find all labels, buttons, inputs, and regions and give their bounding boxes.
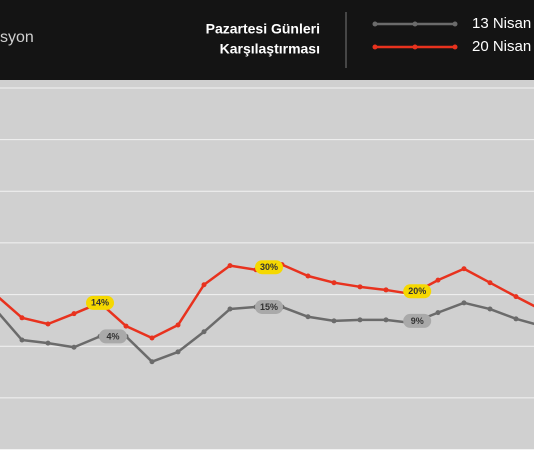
data-point [149,335,155,341]
annotation-pill [403,313,432,328]
data-point [487,280,493,286]
data-point [487,306,493,312]
data-point [513,294,519,300]
annotation-text: 30% [260,262,278,272]
legend-label: 13 Nisan [472,15,531,32]
annotation-pill [403,284,432,299]
annotation-pill [255,260,283,275]
data-point [19,337,25,343]
annotation-text: 20% [408,286,426,296]
legend-label: 20 Nisan [472,38,531,55]
data-point [227,263,233,269]
legend-dot [452,44,458,50]
data-point [435,277,441,283]
data-point [383,287,389,293]
data-point [331,280,337,286]
legend-dot [412,21,418,27]
data-point [227,306,233,312]
data-point [461,266,467,272]
data-point [175,322,181,328]
data-point [201,329,207,335]
annotation-pill [99,329,127,344]
data-point [331,318,337,324]
data-point [513,316,519,322]
data-point [45,321,51,327]
legend-dot [412,44,418,50]
chart-title: Karşılaştırması [220,41,320,57]
legend-dot [372,21,378,27]
annotation-text: 14% [91,298,109,308]
annotation-text: 15% [260,302,278,312]
data-point [357,284,363,290]
data-point [305,314,311,320]
data-point [19,315,25,321]
annotation-text: 4% [106,331,119,341]
data-point [357,317,363,323]
data-point [123,323,129,329]
annotation-pill [255,299,283,314]
data-point [435,310,441,316]
data-point [71,311,77,317]
legend-dot [372,44,378,50]
annotation-pill [86,295,114,310]
data-point [461,300,467,306]
chart-title: Pazartesi Günleri [206,21,320,37]
data-point [305,273,311,279]
data-point [45,340,51,346]
data-point [149,359,155,365]
data-point [201,282,207,288]
header-bar [0,0,534,80]
header-text: syon [0,29,34,46]
data-point [71,344,77,350]
legend-dot [452,21,458,27]
annotation-text: 9% [411,316,424,326]
data-point [383,317,389,323]
data-point [175,349,181,355]
